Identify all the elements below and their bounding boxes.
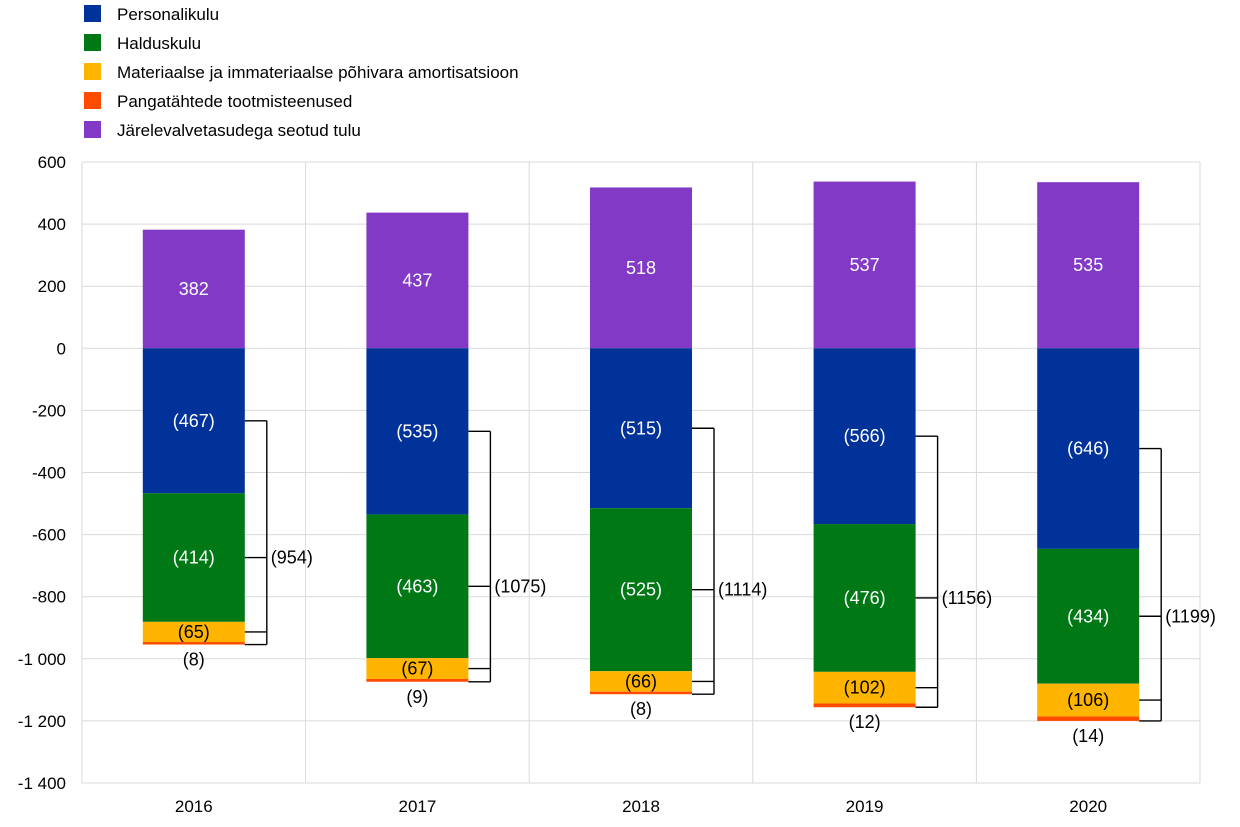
x-tick-label: 2016 [175, 797, 213, 816]
data-label: 518 [626, 258, 656, 278]
bar-segment [590, 691, 692, 695]
bar-segment [1037, 548, 1140, 684]
bar-segment [1037, 683, 1140, 717]
y-tick-label: -1 200 [18, 712, 66, 731]
y-tick-label: 0 [57, 339, 66, 358]
bar-segment [142, 348, 245, 494]
bar-segment [590, 508, 692, 672]
y-axis: 600 400 200 0 -200 -400 -600 -800 -1 000 -1 200 -1… [18, 153, 66, 793]
data-label: (9) [406, 687, 428, 707]
bar-segment [813, 703, 916, 708]
x-tick-label: 2017 [398, 797, 436, 816]
data-label: (102) [844, 678, 886, 698]
total-label: (954) [271, 548, 313, 568]
total-brackets: (954) (1075) (1114) (1156) (1199) [244, 420, 1216, 722]
bar-segment [142, 621, 245, 643]
y-tick-label: -1 000 [18, 650, 66, 669]
x-tick-label: 2019 [846, 797, 884, 816]
data-label: (434) [1067, 606, 1109, 626]
data-label: 535 [1073, 255, 1103, 275]
legend-label: Pangatähtede tootmisteenused [117, 92, 352, 111]
data-label: (414) [173, 548, 215, 568]
data-label: (12) [849, 712, 881, 732]
total-label: (1156) [942, 588, 993, 608]
data-label: (8) [630, 699, 652, 719]
y-tick-label: 600 [38, 153, 66, 172]
legend: Personalikulu Halduskulu Materiaalse ja im… [84, 5, 519, 140]
total-label: (1199) [1165, 606, 1216, 626]
legend-label: Järelevalvetasudega seotud tulu [117, 121, 361, 140]
bar-segment [366, 658, 469, 679]
y-tick-label: -200 [32, 401, 66, 420]
data-label: 537 [850, 255, 880, 275]
bar-segment [366, 348, 469, 515]
data-label: (476) [844, 588, 886, 608]
bar-segment [142, 493, 245, 622]
data-label: (65) [178, 622, 210, 642]
legend-swatch [84, 121, 101, 138]
bar-segment [1037, 182, 1140, 349]
bars: 382 (467) (414) (65) (8) 437 (535) (463) (67) (9)… [142, 181, 1140, 746]
data-label: (515) [620, 418, 662, 438]
y-tick-label: -600 [32, 526, 66, 545]
legend-swatch [84, 34, 101, 51]
data-label: (67) [401, 659, 433, 679]
bar-segment [366, 514, 469, 659]
data-label: (14) [1072, 726, 1104, 746]
bar-segment [1037, 348, 1140, 549]
x-tick-label: 2020 [1069, 797, 1107, 816]
bar-segment [813, 671, 916, 704]
legend-swatch [84, 92, 101, 109]
data-label: (525) [620, 580, 662, 600]
bar-segment [813, 524, 916, 672]
bar-segment [590, 671, 692, 692]
legend-swatch [84, 63, 101, 80]
y-tick-label: 200 [38, 277, 66, 296]
bar-segment [366, 678, 469, 682]
y-tick-label: -400 [32, 464, 66, 483]
data-label: (467) [173, 411, 215, 431]
data-label: (8) [183, 650, 205, 670]
y-tick-label: -1 400 [18, 774, 66, 793]
data-label: (106) [1067, 690, 1109, 710]
legend-label: Halduskulu [117, 34, 201, 53]
y-tick-label: -800 [32, 588, 66, 607]
total-label: (1114) [718, 580, 767, 600]
legend-label: Materiaalse ja immateriaalse põhivara am… [117, 63, 519, 82]
y-tick-label: 400 [38, 215, 66, 234]
data-label: 382 [179, 279, 209, 299]
x-axis: 2016 2017 2018 2019 2020 [175, 797, 1107, 816]
data-label: (463) [396, 576, 438, 596]
data-label: (535) [396, 421, 438, 441]
legend-label: Personalikulu [117, 5, 219, 24]
data-label: 437 [402, 270, 432, 290]
bar-segment [590, 187, 692, 349]
total-label: (1075) [494, 576, 546, 596]
bar-segment [366, 212, 469, 349]
bar-segment [142, 642, 245, 645]
x-tick-label: 2018 [622, 797, 660, 816]
bar-segment [590, 348, 692, 509]
data-label: (566) [844, 426, 886, 446]
bar-segment [813, 348, 916, 525]
data-label: (66) [625, 671, 657, 691]
legend-swatch [84, 5, 101, 22]
bar-segment [813, 181, 916, 349]
bar-segment [1037, 716, 1140, 721]
data-label: (646) [1067, 439, 1109, 459]
bar-segment [142, 229, 245, 349]
